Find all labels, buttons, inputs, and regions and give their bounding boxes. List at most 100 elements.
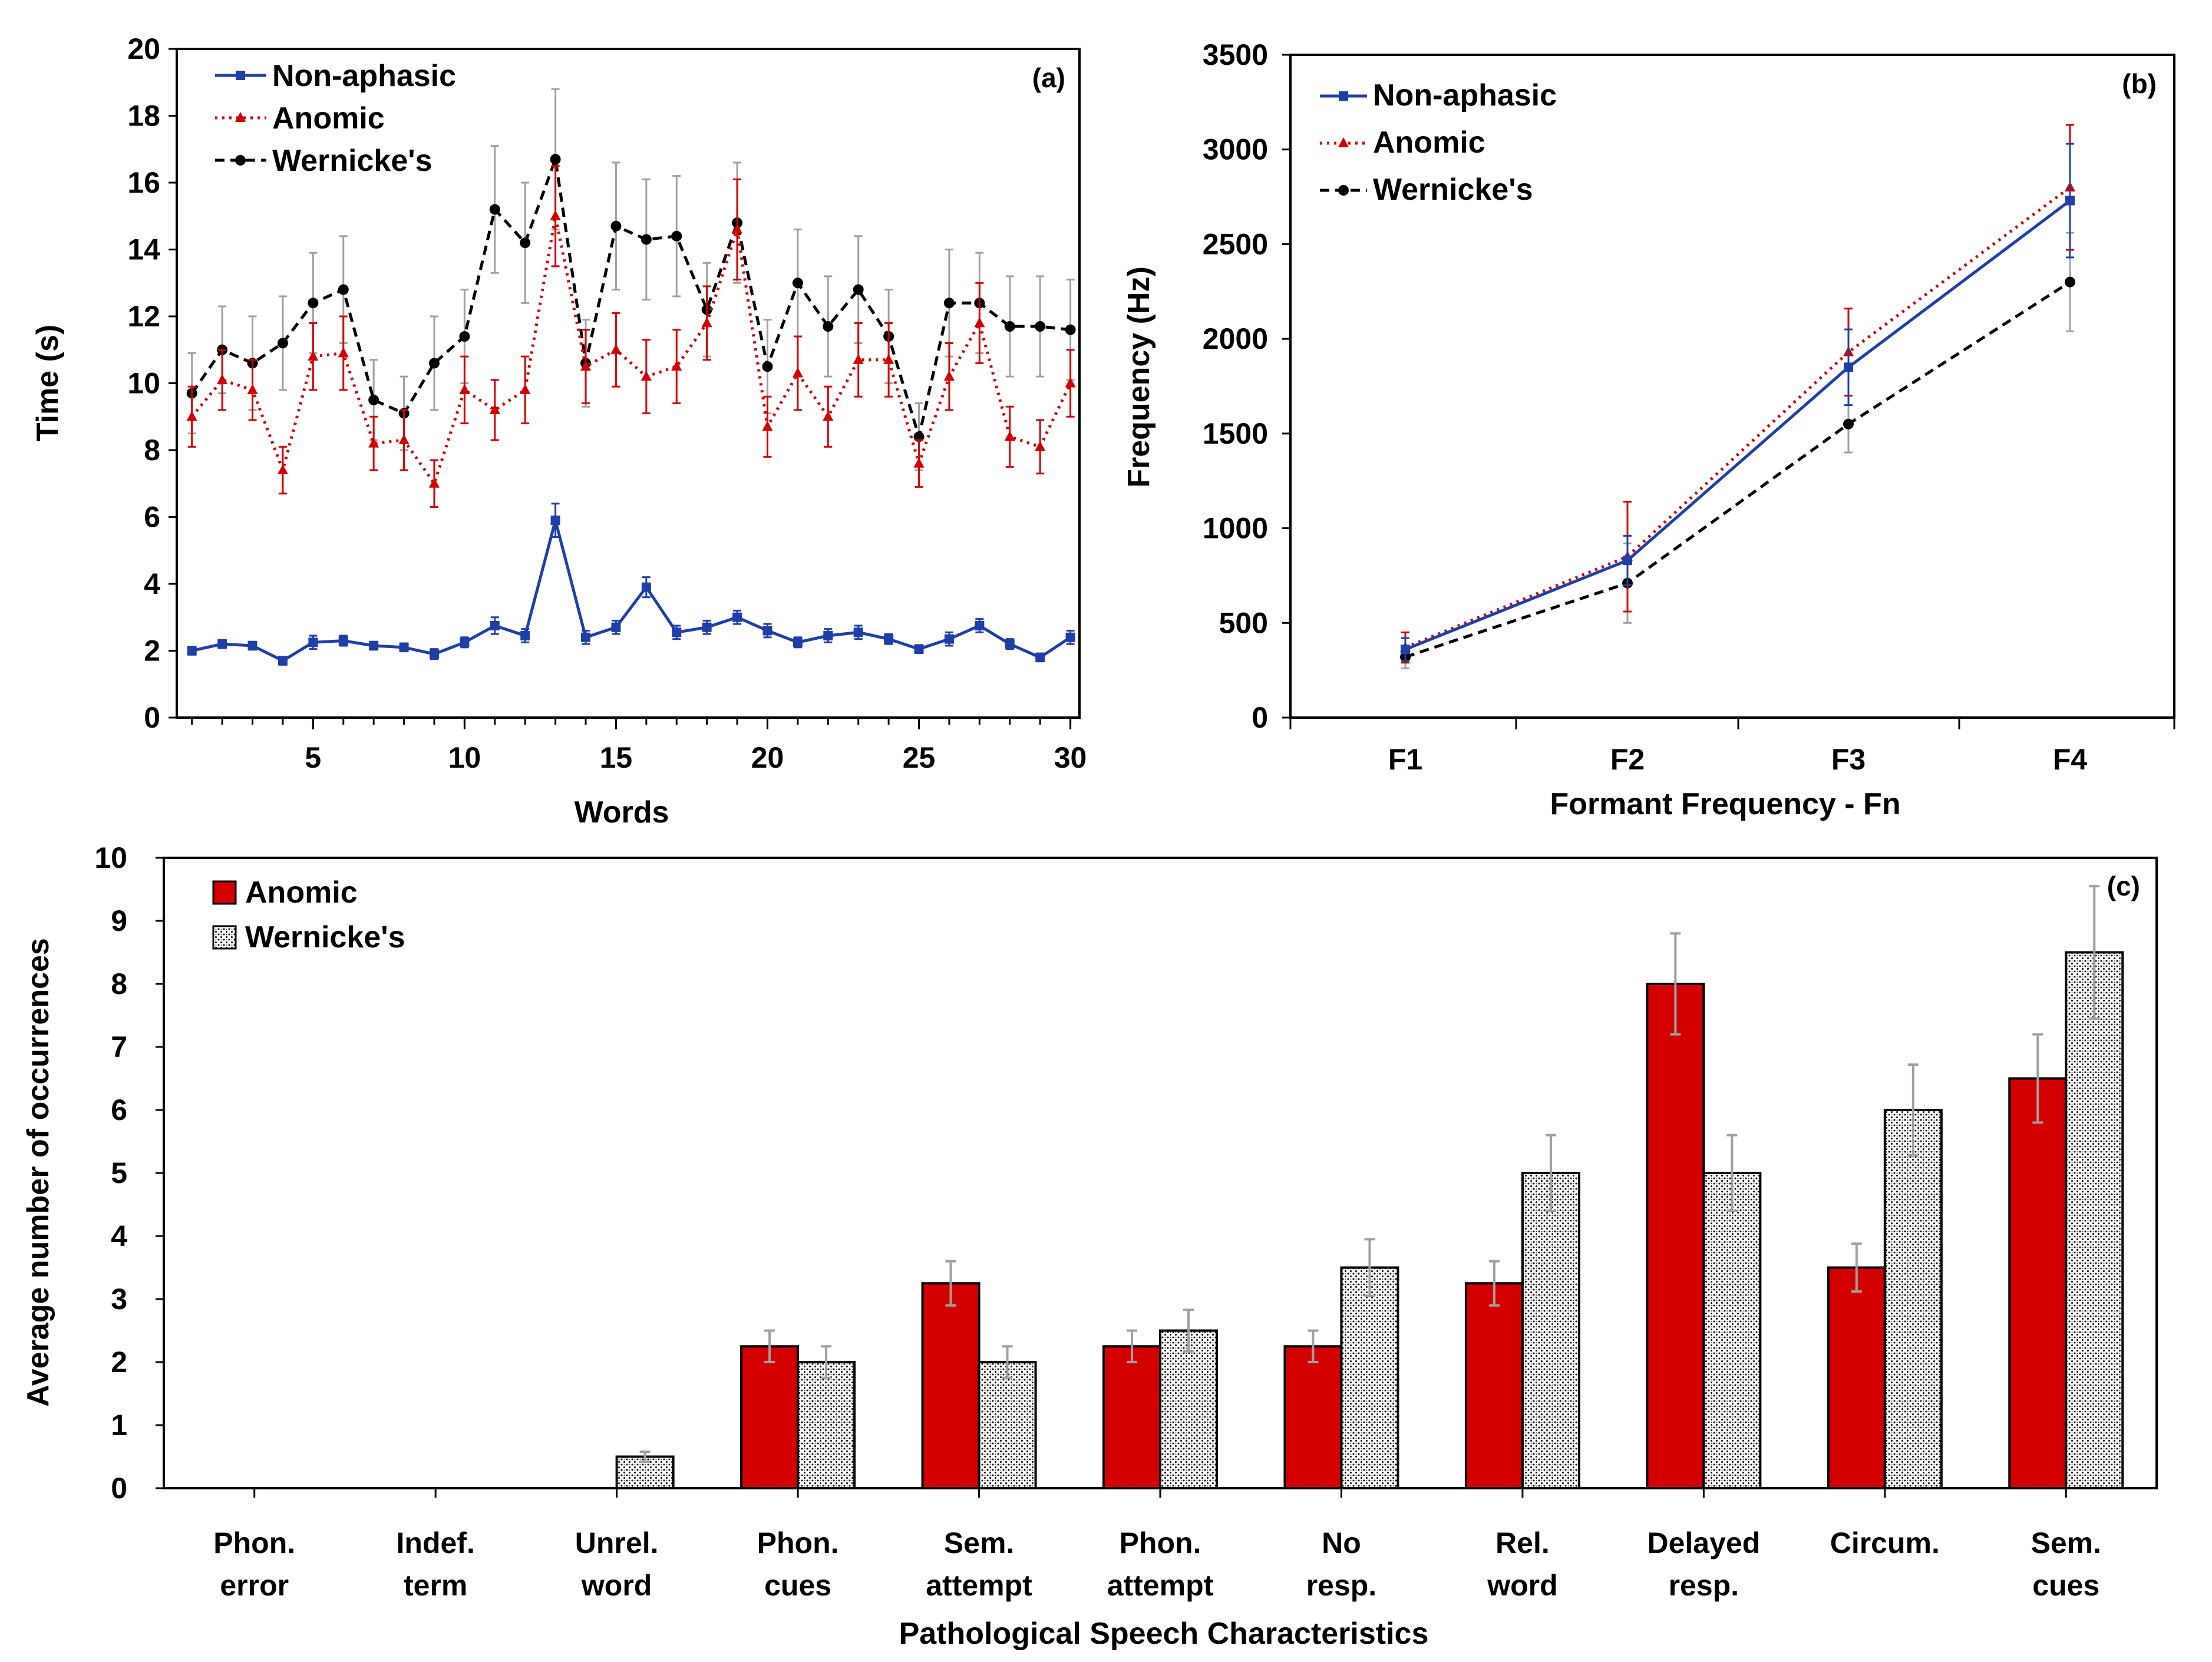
data-point-anomic-a	[974, 317, 985, 328]
data-point-non-aphasic-a	[460, 637, 470, 647]
bar-anomic	[1827, 1266, 1886, 1489]
x-tick-label-b: F2	[1610, 743, 1645, 776]
plot-frame-b	[1289, 54, 2175, 719]
data-point-wernickes-a	[641, 234, 652, 245]
data-point-anomic-a	[338, 347, 349, 358]
data-point-non-aphasic-a	[217, 639, 227, 649]
y-axis-title-b: Frequency (Hz)	[1122, 266, 1156, 488]
chart-panel-a: 0 2 4 6 8 10 12 14 16 18 20 5 10 15 20 25 30 (a) Words T…	[31, 32, 1087, 830]
data-point-wernickes-a	[550, 154, 561, 165]
x-axis-title-c: Pathological Speech Characteristics	[899, 1617, 1429, 1651]
legend-swatch-wernickes-c	[212, 925, 237, 950]
data-point-anomic-a	[428, 477, 440, 488]
y-tick-label-c: 6	[111, 1093, 127, 1126]
data-point-wernickes-a	[853, 284, 864, 295]
data-point-non-aphasic-a	[793, 637, 803, 647]
series-line-anomic-a	[190, 216, 1072, 487]
y-tick-label-b: 3500	[1203, 38, 1268, 71]
y-tick-label-a: 2	[144, 635, 160, 668]
data-point-non-aphasic-a	[975, 620, 985, 630]
y-tick-label-a: 18	[127, 100, 160, 133]
x-tick-label-c: Rel.	[1495, 1526, 1550, 1559]
bar-wernickes	[1340, 1266, 1399, 1489]
y-tick-label-a: 10	[127, 367, 160, 400]
data-point-anomic-a	[489, 404, 500, 414]
legend-label-anomic-b: Anomic	[1373, 125, 1485, 160]
data-point-anomic-a	[217, 374, 228, 384]
data-point-non-aphasic-a	[672, 627, 682, 637]
y-tick-label-a: 4	[144, 567, 160, 600]
legend-label-wernickes-a: Wernicke's	[272, 144, 433, 178]
x-tick-label-c: cues	[764, 1569, 831, 1602]
legend-a: Non-aphasic Anomic Wernicke's	[215, 59, 456, 178]
x-tick-label-c: Delayed	[1647, 1526, 1760, 1559]
legend-b: Non-aphasic Anomic Wernicke's	[1320, 78, 1557, 207]
data-point-anomic-a	[459, 384, 470, 394]
bar-anomic	[1646, 983, 1705, 1489]
data-point-wernickes-a	[943, 298, 955, 309]
y-tick-label-b: 0	[1252, 701, 1268, 734]
data-point-anomic-a	[520, 384, 531, 394]
bar-wernickes	[1883, 1109, 1943, 1489]
x-tick-label-a: 5	[305, 741, 321, 774]
legend-c: Anomic Wernicke's	[212, 875, 405, 954]
y-tick-label-b: 2500	[1203, 227, 1268, 260]
y-tick-label-a: 6	[144, 501, 160, 534]
y-tick-label-b: 3000	[1203, 133, 1268, 166]
x-tick-label-c: cues	[2032, 1569, 2099, 1602]
bar-anomic	[1102, 1345, 1161, 1489]
bar-wernickes	[797, 1361, 856, 1489]
data-point-anomic-a	[701, 317, 712, 328]
bar-wernickes	[1521, 1172, 1580, 1489]
data-point-wernickes-a	[368, 394, 379, 405]
data-point-non-aphasic-a	[369, 640, 379, 650]
x-tick-label-c: Circum.	[1830, 1526, 1940, 1559]
data-point-wernickes-a	[1004, 321, 1015, 332]
data-point-wernickes-a	[277, 338, 288, 349]
y-tick-label-b: 500	[1219, 606, 1268, 639]
legend-marker-wernickes-a	[235, 155, 246, 166]
legend-label-non-aphasic-b: Non-aphasic	[1373, 78, 1557, 113]
x-tick-label-c: Sem.	[944, 1526, 1015, 1559]
series-non-aphasic-a	[187, 503, 1075, 666]
data-point-anomic-a	[368, 437, 379, 448]
bar-wernickes	[1159, 1329, 1218, 1489]
y-tick-label-a: 20	[127, 32, 160, 65]
y-tick-label-c: 10	[94, 841, 127, 874]
x-axis-title-a: Words	[575, 795, 669, 830]
panel-label-c: (c)	[2107, 871, 2140, 901]
x-tick-label-a: 15	[600, 741, 633, 774]
data-point-non-aphasic-b	[1623, 556, 1632, 566]
data-point-non-aphasic-a	[1065, 632, 1075, 642]
data-point-wernickes-a	[762, 361, 773, 372]
y-tick-label-b: 1000	[1203, 512, 1268, 545]
series-line-anomic-b	[1405, 186, 2071, 649]
legend-marker-wernickes-b	[1338, 185, 1349, 196]
data-point-wernickes-a	[823, 321, 834, 332]
data-point-non-aphasic-a	[702, 622, 712, 632]
y-axis-title-c: Average number of occurrences	[21, 938, 55, 1407]
legend-label-non-aphasic-a: Non-aphasic	[272, 59, 456, 93]
legend-label-anomic-c: Anomic	[245, 875, 358, 910]
bar-wernickes	[1702, 1172, 1762, 1489]
data-point-anomic-a	[762, 421, 773, 431]
data-point-anomic-a	[1004, 431, 1015, 441]
data-point-wernickes-b	[1843, 418, 1854, 429]
series-wernickes-b	[1400, 232, 2075, 669]
y-tick-label-c: 8	[111, 967, 127, 1000]
x-tick-label-c: attempt	[926, 1569, 1032, 1602]
x-tick-label-c: Phon.	[757, 1526, 839, 1559]
x-tick-label-c: Indef.	[397, 1526, 475, 1559]
y-tick-label-b: 2000	[1203, 322, 1268, 355]
data-point-anomic-a	[792, 367, 803, 378]
data-point-non-aphasic-a	[278, 656, 288, 666]
y-tick-label-a: 14	[127, 233, 160, 266]
legend-marker-non-aphasic-a	[236, 71, 245, 80]
data-point-wernickes-a	[428, 358, 440, 369]
x-tick-label-c: No	[1322, 1526, 1361, 1559]
x-tick-label-c: resp.	[1669, 1569, 1739, 1602]
data-point-wernickes-b	[2065, 276, 2075, 288]
data-point-wernickes-a	[489, 204, 500, 215]
series-line-wernickes-b	[1405, 280, 2071, 659]
